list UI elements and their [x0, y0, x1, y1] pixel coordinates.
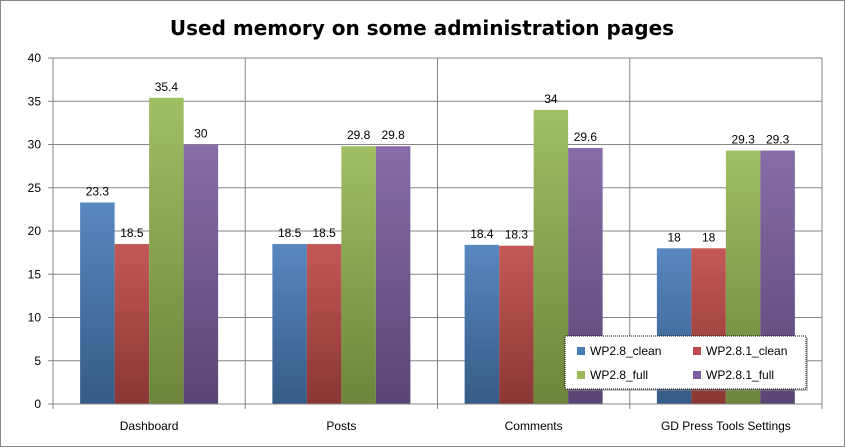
x-axis-ticks: Dashboard Posts Comments GD Press Tools Set… — [120, 419, 791, 433]
legend-swatch — [693, 347, 701, 355]
legend-swatch — [577, 371, 585, 379]
y-tick-label: 5 — [34, 354, 41, 368]
y-tick-label: 40 — [28, 51, 42, 65]
data-label: 29.3 — [731, 133, 755, 147]
data-label: 30 — [194, 127, 208, 141]
x-tick-label: Comments — [505, 419, 563, 433]
bar — [149, 97, 184, 404]
data-label: 23.3 — [86, 184, 110, 198]
data-label: 18.5 — [312, 226, 336, 240]
bar — [114, 243, 150, 404]
data-label: 18.5 — [278, 226, 302, 240]
legend-label: WP2.8.1_clean — [706, 344, 787, 358]
data-label: 29.3 — [766, 133, 790, 147]
y-tick-label: 30 — [28, 138, 42, 152]
bar — [533, 109, 569, 405]
bar — [375, 146, 411, 405]
data-label: 29.6 — [574, 130, 598, 144]
data-labels: 23.3 18.5 35.4 30 18.5 18.5 29.8 29.8 18.4 18.3 34… — [86, 80, 790, 245]
chart-title: Used memory on some administration pages — [170, 16, 674, 40]
axes — [48, 57, 823, 409]
x-tick-label: Posts — [326, 419, 356, 433]
data-label: 35.4 — [155, 80, 179, 94]
data-label: 18.4 — [470, 227, 494, 241]
y-tick-label: 35 — [28, 94, 42, 108]
bar — [464, 244, 500, 404]
legend-swatch — [577, 347, 585, 355]
data-label: 18 — [702, 230, 716, 244]
legend-label: WP2.8.1_full — [706, 368, 774, 382]
data-label: 18 — [667, 230, 681, 244]
y-tick-label: 20 — [28, 224, 42, 238]
bar — [499, 245, 534, 404]
y-tick-label: 10 — [28, 311, 42, 325]
legend-box — [564, 335, 807, 390]
data-label: 29.8 — [347, 128, 371, 142]
bar — [341, 146, 376, 405]
legend-label: WP2.8_clean — [590, 344, 661, 358]
legend-label: WP2.8_full — [590, 368, 648, 382]
bar — [183, 144, 219, 404]
x-tick-label: Dashboard — [120, 419, 179, 433]
y-tick-label: 15 — [28, 267, 42, 281]
data-label: 18.3 — [505, 228, 529, 242]
x-tick-label: GD Press Tools Settings — [661, 419, 791, 433]
y-tick-label: 0 — [34, 397, 41, 411]
data-label: 29.8 — [381, 128, 405, 142]
data-label: 18.5 — [120, 226, 144, 240]
bar — [272, 243, 307, 404]
legend: WP2.8_clean WP2.8.1_clean WP2.8_full WP2.8.… — [564, 335, 808, 391]
data-label: 34 — [544, 92, 558, 106]
bar — [80, 202, 115, 404]
y-axis-ticks: 0 5 10 15 20 25 30 35 40 — [28, 51, 42, 411]
legend-swatch — [693, 371, 701, 379]
y-tick-label: 25 — [28, 181, 42, 195]
bar — [306, 243, 342, 404]
